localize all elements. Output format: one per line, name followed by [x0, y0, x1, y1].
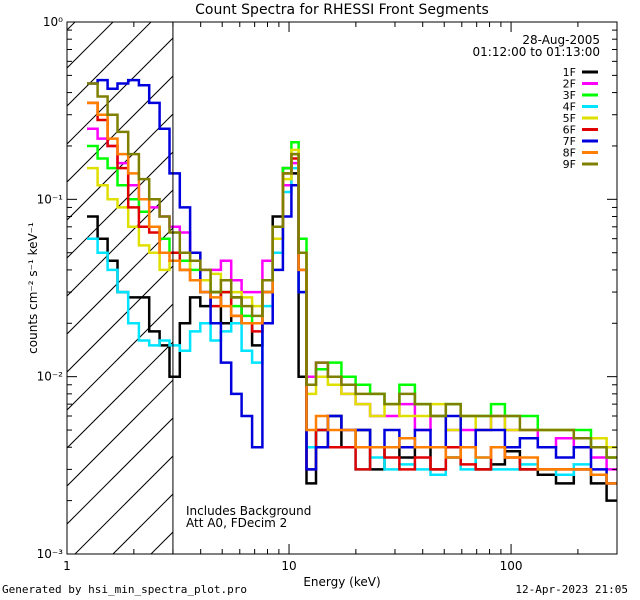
x-tick-label: 10	[281, 559, 296, 573]
y-tick-label: 10⁻³	[37, 547, 64, 561]
hatch-line	[67, 265, 173, 373]
legend-label-7f: 7F	[563, 135, 576, 148]
x-tick-label: 100	[500, 559, 523, 573]
hatch-line	[67, 227, 173, 335]
legend-label-6f: 6F	[563, 124, 576, 137]
series-7f-line	[87, 78, 617, 485]
hatch-line	[67, 341, 173, 449]
series-8f-line	[87, 101, 617, 485]
hatched-region	[67, 0, 640, 554]
legend-label-1f: 1F	[563, 66, 576, 79]
hatch-line	[67, 22, 152, 107]
series-3f-line	[87, 140, 617, 459]
hatch-line	[67, 22, 114, 69]
legend-label-4f: 4F	[563, 101, 576, 114]
hatch-line	[67, 417, 173, 525]
hatch-line	[67, 151, 173, 259]
series-5f-line	[87, 148, 617, 449]
annotation-background: Includes Background	[186, 504, 311, 518]
y-tick-label: 10⁰	[43, 15, 63, 29]
x-tick-label: 1	[63, 559, 71, 573]
time-range-label: 01:12:00 to 01:13:00	[473, 45, 600, 59]
hatch-line	[67, 379, 173, 487]
hatch-line	[67, 189, 173, 297]
legend-label-8f: 8F	[563, 147, 576, 160]
series-2f-line	[87, 127, 617, 471]
x-axis-label: Energy (keV)	[303, 575, 380, 589]
footer-timestamp: 12-Apr-2023 21:05	[515, 583, 628, 596]
plot-frame	[66, 21, 618, 555]
footer-generator: Generated by hsi_min_spectra_plot.pro	[2, 583, 248, 596]
legend-label-9f: 9F	[563, 158, 576, 171]
legend-label-2f: 2F	[563, 78, 576, 91]
series-1f-line	[87, 166, 617, 502]
annotation-attenuator: Att A0, FDecim 2	[186, 516, 287, 530]
legend-label-5f: 5F	[563, 112, 576, 125]
y-tick-label: 10⁻¹	[37, 192, 64, 206]
hatch-line	[67, 37, 173, 145]
chart-title: Count Spectra for RHESSI Front Segments	[195, 2, 489, 18]
date-label: 28-Aug-2005	[522, 33, 600, 47]
y-axis-label: counts cm⁻² s⁻¹ keV⁻¹	[26, 222, 40, 354]
series-6f-line	[87, 101, 617, 485]
y-tick-label: 10⁻²	[37, 370, 64, 384]
hatch-line	[67, 75, 173, 183]
legend-label-3f: 3F	[563, 89, 576, 102]
series-9f-line	[87, 82, 617, 459]
hatch-line	[112, 493, 173, 554]
hatch-line	[227, 0, 640, 554]
